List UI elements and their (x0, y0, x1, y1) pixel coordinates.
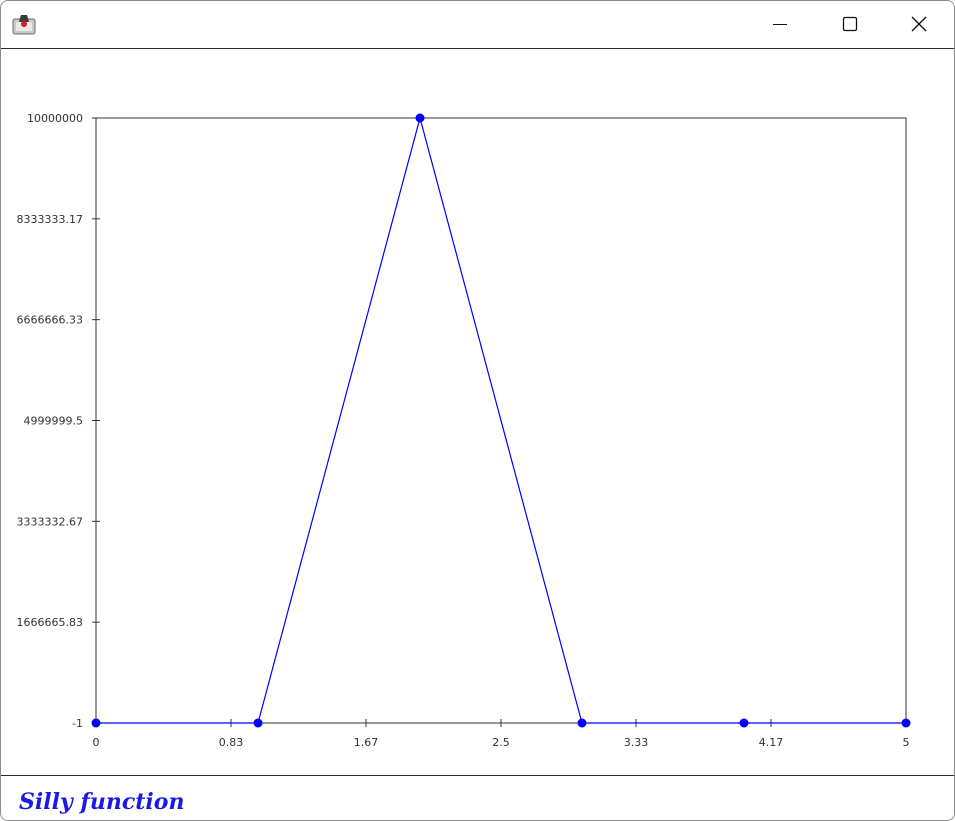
data-point (415, 113, 425, 123)
y-tick-label: 10000000 (27, 112, 83, 125)
x-tick-label: 0.83 (219, 736, 244, 749)
x-tick-label: 1.67 (354, 736, 379, 749)
chart-title: Silly function (19, 789, 185, 815)
java-app-icon (12, 15, 36, 35)
data-point (739, 718, 749, 728)
y-tick-label: 6666666.33 (17, 314, 83, 327)
chart-footer: Silly function (1, 775, 954, 820)
line-chart: -1 1666665.83 3333332.67 4999999.5 6666666.3… (17, 112, 911, 749)
x-tick-label: 2.5 (492, 736, 510, 749)
plot-area: -1 1666665.83 3333332.67 4999999.5 6666666.3… (1, 49, 954, 775)
x-tick-label: 4.17 (759, 736, 784, 749)
minimize-button[interactable] (745, 1, 815, 48)
x-tick-label: 3.33 (624, 736, 649, 749)
series-line (96, 115, 906, 724)
data-point (901, 718, 911, 728)
maximize-button[interactable] (815, 1, 885, 48)
x-tick-label: 0 (93, 736, 100, 749)
y-tick-label: 1666665.83 (17, 616, 83, 629)
maximize-icon (842, 16, 858, 32)
y-tick-label: 4999999.5 (24, 415, 84, 428)
data-point (577, 718, 587, 728)
close-icon (911, 16, 927, 32)
y-tick-label: -1 (72, 717, 83, 730)
title-bar (1, 1, 954, 49)
data-point (91, 718, 101, 728)
close-button[interactable] (884, 1, 954, 48)
y-tick-label: 3333332.67 (17, 515, 83, 528)
minimize-icon (773, 23, 787, 26)
x-tick-label: 5 (903, 736, 910, 749)
data-point (253, 718, 263, 728)
y-tick-label: 8333333.17 (17, 213, 83, 226)
